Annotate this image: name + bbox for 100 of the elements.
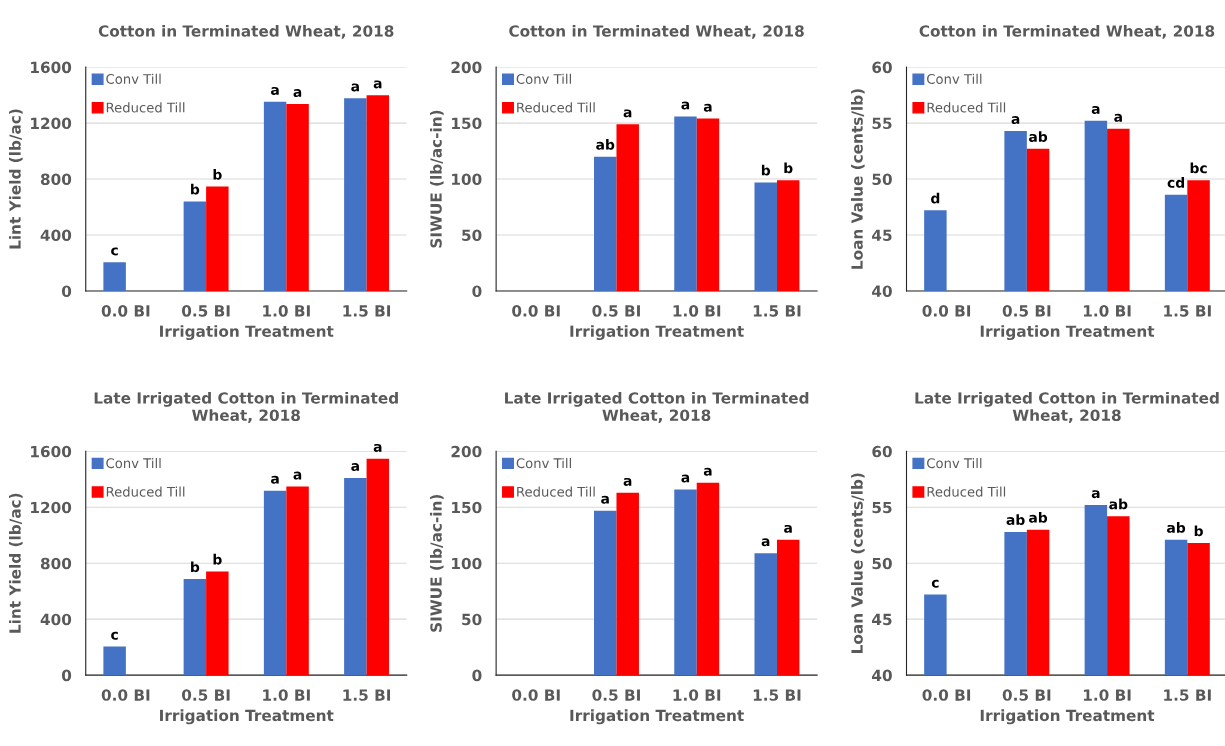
x-tick-label: 1.5 BI [753, 689, 801, 701]
y-tick-label: 400 [40, 613, 72, 626]
x-tick-label: 1.0 BI [1083, 689, 1131, 701]
data-label: b [1194, 525, 1203, 537]
data-label: a [1011, 116, 1020, 125]
y-tick-label: 100 [452, 557, 482, 570]
data-label: ab [1109, 498, 1128, 510]
x-tick-label: 0.5 BI [1002, 689, 1051, 701]
x-axis-title: Irrigation Treatment [980, 709, 1155, 725]
bar [286, 486, 309, 676]
y-axis-title: Loan Value (cents/lb) [851, 89, 865, 269]
x-tick-label: 0.0 BI [922, 689, 971, 701]
data-label: ab [1006, 514, 1025, 526]
chart-title: Cotton in Terminated Wheat, 2018 [509, 24, 804, 39]
y-tick-label: 45 [872, 229, 892, 242]
x-axis-title: Irrigation Treatment [570, 709, 744, 725]
chart-title: Late Irrigated Cotton in Terminated Wheat, 2018 [94, 391, 398, 423]
x-tick-label: 0.0 BI [512, 305, 560, 317]
bar [366, 458, 390, 676]
bar [776, 180, 800, 291]
x-tick-label: 0.5 BI [592, 305, 640, 317]
data-label: a [681, 474, 690, 483]
data-label: a [681, 101, 690, 110]
data-label: cd [1167, 177, 1185, 188]
y-tick-label: 0 [472, 669, 482, 682]
legend-label: Conv Till [516, 457, 571, 469]
x-tick-label: 0.5 BI [1002, 305, 1051, 317]
data-label: c [931, 579, 939, 588]
chart-title: Late Irrigated Cotton in Terminated Wheat, 2018 [915, 391, 1219, 423]
bar [206, 571, 229, 676]
x-tick-label: 0.0 BI [101, 305, 150, 317]
x-tick-label: 1.0 BI [263, 689, 310, 701]
y-axis-title: Lint Yield (lb/ac) [9, 109, 23, 249]
y-tick-label: 50 [872, 557, 892, 570]
legend-label: Conv Till [106, 457, 161, 469]
y-tick-label: 200 [451, 61, 482, 74]
data-label: a [351, 463, 359, 472]
data-label: c [111, 247, 118, 256]
data-label: a [293, 89, 302, 98]
x-tick-label: 0.0 BI [512, 689, 560, 701]
bar [366, 95, 390, 291]
data-label: b [784, 162, 793, 174]
bar [344, 477, 367, 676]
y-tick-label: 100 [452, 173, 482, 186]
data-label: b [191, 561, 200, 573]
y-axis-title: Lint Yield (lb/ac) [9, 493, 23, 633]
y-tick-label: 0 [61, 285, 72, 297]
x-axis-title: Irrigation Treatment [160, 325, 334, 341]
bar [754, 182, 777, 291]
bar [776, 539, 800, 676]
data-label: bc [1190, 162, 1207, 174]
x-tick-label: 1.5 BI [1164, 305, 1211, 317]
data-label: a [373, 443, 382, 452]
x-tick-label: 1.5 BI [343, 305, 391, 317]
bar [594, 510, 617, 676]
y-tick-label: 50 [462, 229, 482, 242]
data-label: a [373, 80, 382, 89]
bar [696, 482, 720, 676]
bar [263, 490, 287, 676]
data-label: b [761, 164, 771, 176]
bar [696, 118, 720, 291]
bar [344, 98, 367, 291]
x-tick-label: 0.5 BI [181, 689, 230, 701]
data-label: b [191, 183, 200, 195]
y-tick-label: 55 [872, 501, 892, 514]
data-label: a [1114, 113, 1122, 122]
y-tick-label: 0 [472, 285, 482, 297]
x-tick-label: 1.0 BI [673, 689, 721, 701]
y-tick-label: 400 [40, 229, 72, 242]
data-label: a [761, 538, 770, 547]
bar [754, 553, 777, 676]
y-tick-label: 1200 [31, 117, 72, 130]
x-tick-label: 1.0 BI [263, 305, 310, 317]
legend-label: Conv Till [516, 73, 571, 84]
data-label: a [601, 495, 609, 504]
bar [286, 103, 309, 291]
data-label: a [293, 471, 302, 480]
y-axis-title: SIWUE (lb/ac-in) [430, 494, 444, 632]
y-tick-label: 55 [872, 117, 892, 130]
x-tick-label: 1.5 BI [343, 689, 391, 701]
data-label: d [931, 192, 940, 204]
x-tick-label: 0.5 BI [181, 305, 230, 317]
chart-title: Cotton in Terminated Wheat, 2018 [919, 24, 1215, 39]
x-axis-title: Irrigation Treatment [570, 325, 744, 341]
y-tick-label: 1200 [31, 501, 72, 514]
y-axis-title: Loan Value (cents/lb) [851, 473, 865, 653]
y-tick-label: 150 [452, 501, 482, 514]
legend-label: Reduced Till [106, 102, 185, 113]
data-label: ab [1029, 131, 1048, 142]
bar [674, 489, 697, 676]
data-label: b [213, 168, 222, 180]
data-label: a [1091, 490, 1100, 499]
x-axis-title: Irrigation Treatment [160, 709, 334, 725]
x-tick-label: 1.5 BI [1164, 689, 1211, 701]
legend-label: Reduced Till [517, 102, 595, 113]
data-label: a [703, 467, 712, 476]
x-tick-label: 0.5 BI [592, 689, 640, 701]
legend-label: Reduced Till [927, 102, 1006, 113]
data-label: a [1091, 106, 1100, 114]
legend-label: Reduced Till [927, 486, 1006, 497]
